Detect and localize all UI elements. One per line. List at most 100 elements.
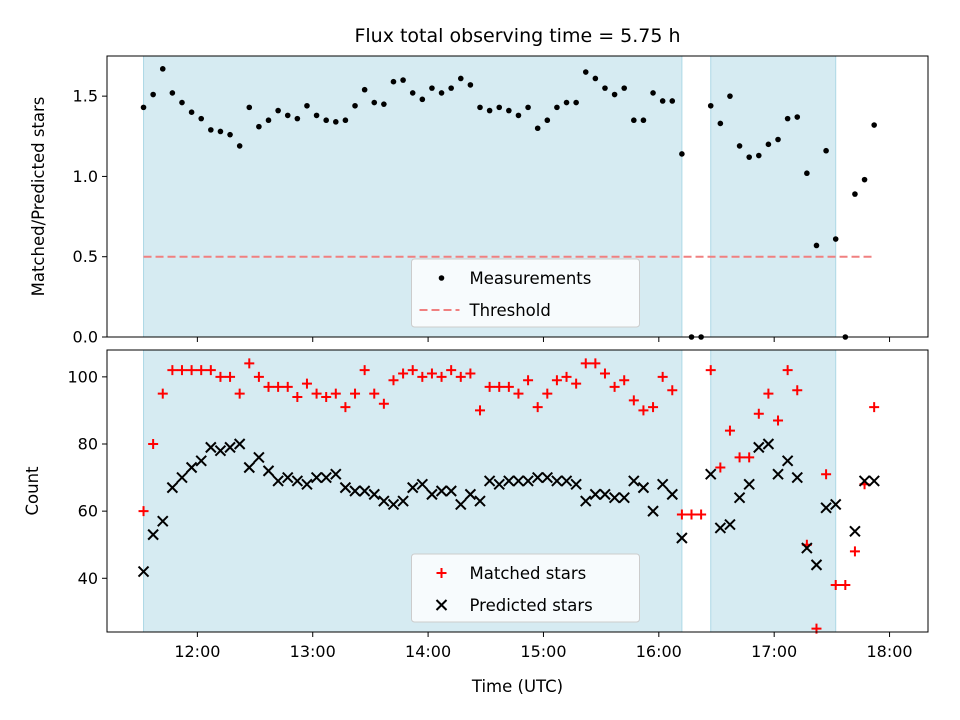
matched-star-point: [263, 381, 274, 392]
predicted-star-point: [493, 478, 505, 490]
x-tick-label: 12:00: [174, 642, 220, 661]
observing-window-band: [710, 349, 837, 633]
matched-star-point: [532, 402, 543, 413]
predicted-star-point: [445, 485, 457, 497]
x-tick-label: 17:00: [751, 642, 797, 661]
matched-star-point: [542, 388, 553, 399]
measurement-point: [659, 98, 666, 104]
legend-dot-swatch: [438, 275, 445, 281]
y-tick-label: 100: [67, 367, 98, 386]
measurement-point: [563, 99, 570, 106]
y-tick-label: 1.5: [73, 87, 98, 106]
measurement-point: [448, 85, 454, 91]
predicted-star-point: [560, 475, 573, 487]
y-axis-label: Matched/Predicted stars: [29, 97, 48, 297]
matched-star-point: [273, 381, 284, 392]
predicted-star-point: [647, 505, 659, 517]
matched-star-point: [417, 371, 428, 382]
measurement-point: [409, 90, 416, 96]
matched-star-point: [869, 402, 880, 413]
matched-star-point: [628, 395, 639, 406]
matched-star-point: [734, 452, 745, 463]
measurement-point: [621, 85, 628, 91]
top-panel: 0.0 0.5 1.0 1.5 Matched/Predicted stars Measu…: [29, 55, 929, 347]
measurement-point: [159, 66, 166, 72]
measurement-point: [823, 147, 829, 154]
predicted-star-point: [378, 495, 390, 507]
predicted-star-point: [618, 492, 630, 504]
legend-box: [411, 258, 640, 328]
predicted-star-point: [656, 478, 669, 490]
measurement-point: [294, 115, 301, 122]
predicted-star-point: [531, 471, 544, 484]
measurement-point: [304, 102, 310, 109]
matched-star-point: [744, 452, 755, 463]
predicted-star-point: [387, 498, 400, 511]
predicted-star-point: [397, 495, 409, 507]
predicted-star-point: [339, 481, 352, 494]
measurement-point: [342, 117, 349, 124]
legend-label: Matched stars: [470, 564, 587, 583]
matched-star-point: [648, 402, 659, 413]
predicted-star-point: [570, 478, 582, 490]
predicted-star-point: [580, 495, 592, 507]
measurement-point: [323, 117, 329, 124]
measurement-point: [198, 115, 205, 122]
measurement-point: [150, 91, 156, 98]
matched-star-point: [350, 388, 361, 399]
measurement-point: [602, 85, 608, 91]
y-tick-label: 0.5: [73, 247, 98, 266]
predicted-star-point: [358, 485, 371, 497]
matched-star-point: [705, 365, 716, 376]
predicted-star-point: [214, 445, 227, 457]
matched-star-point: [676, 509, 687, 520]
matched-star-point: [599, 368, 610, 379]
measurement-point: [765, 141, 772, 148]
legend: Measurements Threshold: [411, 258, 640, 328]
predicted-star-point: [801, 542, 813, 554]
predicted-star-point: [262, 465, 275, 477]
measurement-point: [457, 75, 464, 82]
predicted-star-point: [157, 515, 169, 527]
measurement-point: [284, 112, 291, 119]
measurement-point: [794, 114, 801, 120]
predicted-star-point: [637, 481, 650, 494]
matched-star-point: [426, 368, 437, 379]
measurement-point: [371, 99, 378, 106]
matched-star-point: [763, 388, 774, 399]
matched-star-point: [359, 365, 370, 376]
measurement-point: [534, 125, 541, 132]
matched-star-point: [186, 365, 197, 376]
predicted-star-point: [868, 475, 880, 487]
measurement-point: [352, 102, 358, 109]
legend-x-swatch: [435, 599, 448, 611]
predicted-star-point: [724, 518, 736, 531]
legend-label: Measurements: [470, 269, 592, 288]
measurement-point: [179, 99, 185, 106]
predicted-star-point: [147, 528, 159, 541]
matched-star-point: [484, 381, 495, 392]
matched-star-point: [148, 439, 159, 449]
measurement-point: [400, 77, 406, 83]
measurement-point: [707, 102, 714, 109]
measurement-point: [640, 117, 647, 124]
measurement-point: [256, 123, 262, 130]
measurement-point: [361, 86, 368, 93]
predicted-star-point: [474, 495, 486, 507]
predicted-star-point: [753, 441, 765, 454]
predicted-star-point: [195, 455, 207, 467]
measurement-point: [217, 128, 224, 135]
matched-star-point: [138, 506, 149, 517]
measurement-point: [246, 104, 253, 111]
measurement-point: [333, 119, 339, 125]
y-axis-label: Count: [23, 466, 42, 516]
predicted-star-point: [762, 438, 775, 450]
matched-star-point: [215, 371, 226, 382]
measurement-point: [275, 107, 281, 114]
measurement-point: [419, 96, 426, 103]
matched-star-point: [849, 546, 860, 557]
predicted-star-point: [185, 461, 198, 474]
measurement-point: [515, 112, 522, 119]
matched-star-point: [619, 375, 630, 386]
predicted-star-point: [310, 471, 323, 484]
